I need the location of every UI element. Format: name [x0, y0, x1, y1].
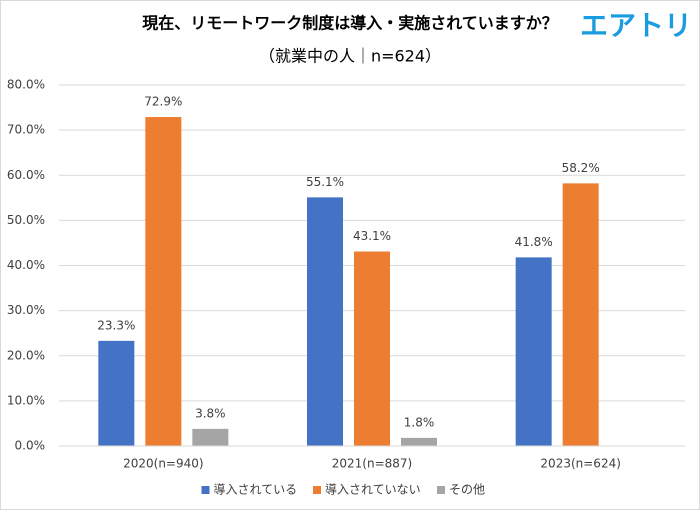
- legend-label: 導入されている: [214, 483, 298, 497]
- x-tick-label: 2020(n=940): [123, 457, 203, 471]
- legend-swatch: [313, 486, 321, 494]
- value-label: 23.3%: [97, 318, 135, 332]
- y-tick-label: 0.0%: [15, 439, 46, 453]
- value-label: 58.2%: [562, 161, 600, 175]
- logo: エアトリ: [580, 9, 692, 42]
- y-tick-label: 60.0%: [7, 168, 45, 182]
- y-tick-label: 50.0%: [7, 213, 45, 227]
- bar: [562, 183, 599, 446]
- y-tick-label: 30.0%: [7, 303, 45, 317]
- value-label: 55.1%: [306, 175, 344, 189]
- bar: [192, 428, 229, 446]
- value-label: 43.1%: [353, 229, 391, 243]
- value-label: 72.9%: [144, 95, 182, 109]
- legend-swatch: [201, 486, 210, 494]
- value-label: 41.8%: [515, 235, 553, 249]
- bar: [354, 251, 390, 446]
- legend-label: 導入されていない: [325, 483, 421, 497]
- y-tick-label: 20.0%: [7, 348, 45, 362]
- bar: [98, 340, 135, 446]
- y-tick-label: 70.0%: [7, 123, 45, 137]
- y-tick-label: 10.0%: [7, 393, 45, 407]
- bar: [401, 437, 437, 446]
- legend-swatch: [437, 486, 445, 494]
- x-tick-label: 2021(n=887): [332, 457, 412, 471]
- x-tick-label: 2023(n=624): [540, 457, 620, 471]
- bar: [515, 257, 552, 446]
- bar: [145, 117, 182, 446]
- legend-label: その他: [449, 483, 485, 497]
- y-tick-label: 80.0%: [7, 78, 45, 92]
- chart-subtitle: （就業中の人｜n=624）: [259, 47, 441, 66]
- y-tick-label: 40.0%: [7, 258, 45, 272]
- value-label: 1.8%: [404, 415, 435, 429]
- bar: [307, 197, 343, 446]
- value-label: 3.8%: [195, 406, 226, 420]
- chart-title: 現在、リモートワーク制度は導入・実施されていますか？: [142, 14, 558, 33]
